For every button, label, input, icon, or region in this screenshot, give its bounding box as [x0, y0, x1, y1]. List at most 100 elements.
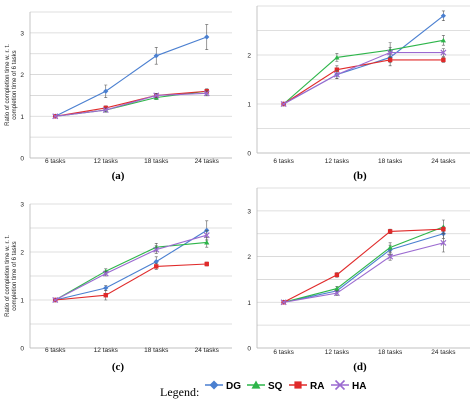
x-tick-label: 6 tasks	[273, 349, 294, 356]
legend-item-ra: RA	[289, 381, 324, 392]
x-tick-label: 24 tasks	[431, 349, 456, 356]
legend-item-sq: SQ	[247, 380, 283, 392]
data-point	[153, 259, 159, 265]
series-dg	[281, 228, 446, 305]
legend-label: HA	[352, 381, 366, 392]
data-point	[387, 253, 394, 260]
series-sq	[281, 35, 446, 107]
y-tick-label: 0	[20, 346, 24, 353]
series-sq	[52, 237, 210, 303]
data-point	[280, 299, 287, 306]
data-point	[52, 296, 59, 304]
x-tick-label: 6 tasks	[273, 158, 294, 165]
series-ha	[52, 90, 210, 120]
data-point	[387, 57, 393, 63]
data-point	[387, 49, 394, 56]
series-line	[55, 263, 207, 301]
legend-item-dg: DG	[205, 380, 241, 392]
data-point	[333, 290, 340, 297]
series-line	[54, 241, 207, 301]
y-tick-label: 1	[20, 298, 24, 305]
data-point	[203, 232, 210, 239]
series-ra	[53, 261, 209, 303]
x-tick-label: 18 tasks	[378, 158, 403, 165]
chart-panel-2: 0 1 2 6 tasks 12 tasks 18 tasks 24 tasks (b)	[247, 5, 470, 182]
diamond-icon	[209, 380, 219, 390]
data-point	[102, 270, 109, 277]
series-line	[55, 36, 207, 117]
legend-label: DG	[226, 381, 241, 392]
data-point	[387, 229, 393, 234]
series-ra	[281, 226, 446, 305]
data-point	[334, 54, 340, 60]
data-point	[52, 113, 59, 120]
x-tick-label: 12 tasks	[325, 158, 350, 165]
y-tick-label: 3	[20, 30, 24, 37]
square-icon	[294, 381, 302, 389]
data-point	[103, 292, 108, 298]
triangle-icon	[251, 380, 261, 389]
y-axis-title: Ratio of completion time w. r. t.complet…	[5, 44, 18, 126]
data-point	[204, 34, 210, 40]
series-ha	[52, 230, 210, 304]
series-line	[54, 234, 207, 301]
x-icon	[334, 379, 346, 391]
data-point	[280, 100, 287, 108]
x-tick-label: 6 tasks	[45, 347, 66, 354]
data-point	[153, 92, 160, 99]
series-line	[283, 242, 444, 303]
x-tick-label: 24 tasks	[195, 158, 220, 165]
y-tick-label: 2	[20, 250, 24, 257]
y-tick-label: 0	[247, 346, 251, 353]
x-tick-label: 12 tasks	[94, 347, 119, 354]
y-tick-label: 2	[247, 53, 251, 60]
x-tick-label: 12 tasks	[94, 158, 119, 165]
data-point	[334, 67, 340, 72]
series-ha	[280, 233, 447, 306]
data-point	[333, 71, 340, 78]
chart-panel-1: 0 1 2 3 6 tasks 12 tasks 18 tasks 24 tasks (a)	[20, 11, 232, 182]
data-point	[102, 107, 109, 114]
data-point	[204, 239, 210, 245]
data-point	[387, 244, 393, 250]
y-tick-label: 3	[20, 202, 24, 209]
series-sq	[281, 219, 446, 305]
y-tick-label: 1	[20, 114, 24, 121]
x-tick-label: 6 tasks	[45, 158, 66, 165]
series-line	[283, 39, 444, 105]
legend-item-ha: HA	[331, 379, 366, 392]
data-point	[203, 90, 210, 97]
chart-panel-3: 0 1 2 3 6 tasks 12 tasks 18 tasks 24 tasks (c)	[20, 202, 232, 373]
y-tick-label: 2	[20, 72, 24, 79]
series-line	[283, 233, 444, 303]
chart-panel-4: 0 1 2 3 6 tasks 12 tasks 18 tasks 24 tasks (d)	[247, 187, 470, 373]
panel-label: (b)	[353, 170, 367, 182]
series-line	[283, 51, 444, 105]
data-point	[440, 49, 447, 56]
x-tick-label: 12 tasks	[325, 349, 350, 356]
series-line	[283, 226, 444, 303]
legend-label: SQ	[268, 381, 283, 392]
data-point	[153, 53, 159, 59]
panel-label: (a)	[112, 170, 125, 182]
data-point	[103, 88, 109, 94]
data-point	[204, 261, 209, 267]
x-tick-label: 18 tasks	[144, 158, 169, 165]
data-point	[153, 246, 160, 253]
series-ha	[280, 47, 447, 108]
data-point	[440, 13, 446, 19]
data-point	[334, 272, 340, 278]
data-point	[103, 285, 109, 291]
y-tick-label: 0	[20, 156, 24, 163]
series-line	[55, 92, 207, 117]
y-tick-label: 3	[247, 208, 251, 215]
x-tick-label: 18 tasks	[144, 347, 169, 354]
series-dg	[52, 24, 210, 119]
y-tick-label: 0	[247, 151, 251, 158]
panel-label: (c)	[112, 361, 125, 373]
legend-label: RA	[310, 381, 324, 392]
y-tick-label: 2	[247, 254, 251, 261]
x-tick-label: 24 tasks	[431, 158, 456, 165]
data-point	[334, 285, 340, 291]
x-tick-label: 18 tasks	[378, 349, 403, 356]
